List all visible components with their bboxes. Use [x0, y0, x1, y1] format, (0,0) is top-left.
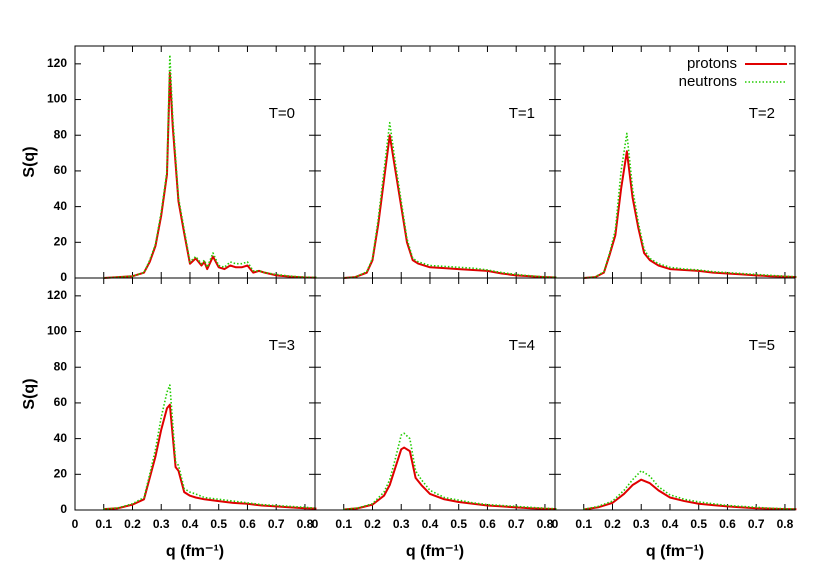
panel-frame	[554, 45, 796, 279]
x-axis-label: q (fm⁻¹)	[166, 543, 224, 560]
panel-label: T=2	[749, 105, 775, 122]
x-tick-label: 0.7	[268, 517, 285, 531]
legend-label: protons	[687, 55, 737, 72]
x-tick-label: 0.3	[393, 517, 410, 531]
x-tick-label: 0.3	[633, 517, 650, 531]
panel-label: T=5	[749, 337, 775, 354]
panel-frame	[74, 277, 316, 511]
y-axis-label: S(q)	[21, 146, 38, 177]
x-tick-label: 0	[552, 517, 559, 531]
y-tick-label: 40	[54, 431, 68, 445]
y-axis-label: S(q)	[21, 378, 38, 409]
x-tick-label: 0.7	[748, 517, 765, 531]
x-tick-label: 0	[312, 517, 319, 531]
x-tick-label: 0.7	[508, 517, 525, 531]
x-tick-label: 0.4	[662, 517, 679, 531]
x-tick-label: 0.2	[364, 517, 381, 531]
data-line	[343, 432, 557, 511]
x-tick-label: 0.1	[335, 517, 352, 531]
x-tick-label: 0.3	[153, 517, 170, 531]
panel-label: T=4	[509, 337, 535, 354]
x-tick-label: 0.6	[239, 517, 256, 531]
y-tick-label: 100	[47, 324, 67, 338]
y-tick-label: 60	[54, 163, 68, 177]
data-line	[103, 384, 317, 510]
data-line	[103, 54, 317, 279]
panel-label: T=0	[269, 105, 295, 122]
x-tick-label: 0.1	[95, 517, 112, 531]
y-tick-label: 60	[54, 395, 68, 409]
data-line	[343, 134, 557, 279]
x-axis-label: q (fm⁻¹)	[646, 543, 704, 560]
y-tick-label: 120	[47, 288, 67, 302]
x-tick-label: 0.4	[422, 517, 439, 531]
data-line	[583, 469, 797, 511]
y-tick-label: 40	[54, 199, 68, 213]
data-line	[583, 478, 797, 511]
x-tick-label: 0.5	[210, 517, 227, 531]
panel-label: T=1	[509, 105, 535, 122]
data-line	[103, 403, 317, 511]
y-tick-label: 100	[47, 92, 67, 106]
data-line	[583, 150, 797, 279]
data-line	[343, 446, 557, 511]
x-tick-label: 0	[72, 517, 79, 531]
y-tick-label: 80	[54, 359, 68, 373]
panel-frame	[314, 277, 556, 511]
x-tick-label: 0.5	[450, 517, 467, 531]
x-tick-label: 0.8	[777, 517, 794, 531]
y-tick-label: 0	[60, 270, 67, 284]
x-tick-label: 0.8	[537, 517, 554, 531]
panel-frame	[554, 277, 796, 511]
data-line	[103, 71, 317, 279]
data-line	[583, 132, 797, 279]
data-line	[343, 121, 557, 279]
x-tick-label: 0.1	[575, 517, 592, 531]
y-tick-label: 80	[54, 127, 68, 141]
legend-label: neutrons	[679, 73, 737, 90]
x-axis-label: q (fm⁻¹)	[406, 543, 464, 560]
y-tick-label: 0	[60, 502, 67, 516]
x-tick-label: 0.8	[297, 517, 314, 531]
y-tick-label: 20	[54, 234, 68, 248]
x-tick-label: 0.2	[604, 517, 621, 531]
panel-frame	[314, 45, 556, 279]
x-tick-label: 0.6	[719, 517, 736, 531]
x-tick-label: 0.4	[182, 517, 199, 531]
y-tick-label: 20	[54, 466, 68, 480]
x-tick-label: 0.6	[479, 517, 496, 531]
panel-label: T=3	[269, 337, 295, 354]
x-tick-label: 0.5	[690, 517, 707, 531]
y-tick-label: 120	[47, 56, 67, 70]
x-tick-label: 0.2	[124, 517, 141, 531]
panel-frame	[74, 45, 316, 279]
